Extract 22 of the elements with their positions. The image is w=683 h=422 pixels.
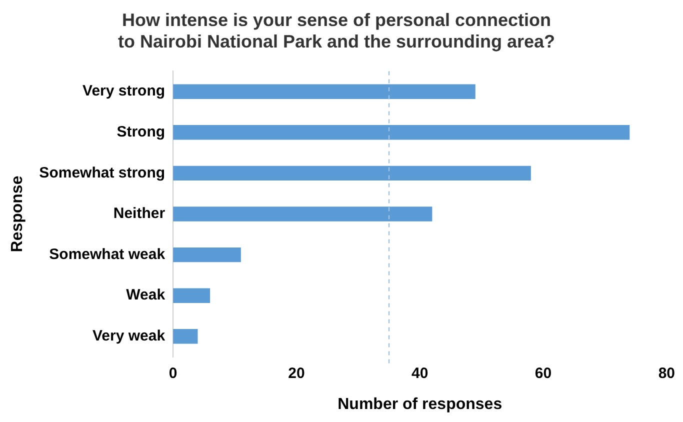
x-tick-label: 80 <box>658 364 675 382</box>
y-tick-label: Somewhat strong <box>39 164 166 182</box>
y-tick-label: Neither <box>113 205 166 222</box>
bar <box>173 166 531 181</box>
y-tick-label: Very weak <box>92 328 166 345</box>
x-tick-label: 0 <box>168 364 178 382</box>
x-tick-label: 20 <box>288 364 305 382</box>
x-axis-title: Number of responses <box>338 396 502 413</box>
bar <box>173 125 630 140</box>
bar <box>173 206 432 222</box>
x-tick-label: 60 <box>534 364 552 382</box>
y-tick-label: Very strong <box>82 82 166 100</box>
bar <box>173 288 210 303</box>
y-tick-label: Somewhat weak <box>49 246 166 263</box>
y-axis-title: Response <box>9 176 26 252</box>
bar <box>173 329 198 344</box>
y-tick-label: Weak <box>126 286 166 304</box>
bar <box>173 84 476 99</box>
y-tick-label: Strong <box>116 124 166 141</box>
x-tick-label: 40 <box>412 364 428 382</box>
bar <box>173 247 241 262</box>
chart-title: How intense is your sense of personal connection to Nairobi National Park and the surrounding area? <box>118 10 556 52</box>
